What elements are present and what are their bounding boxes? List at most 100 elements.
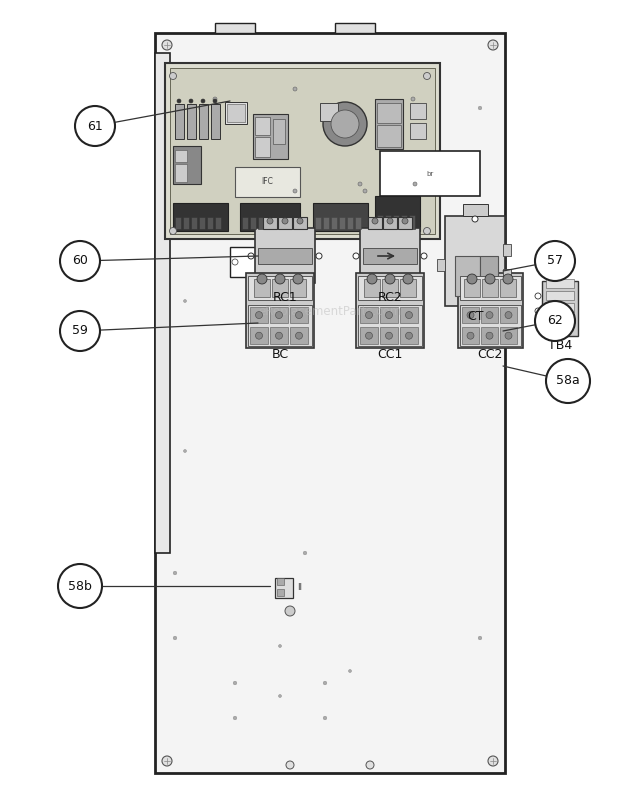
Bar (175, 217, 181, 229)
Bar (199, 217, 205, 229)
Bar (445, 216, 505, 306)
Bar (377, 215, 383, 229)
Circle shape (293, 87, 297, 91)
Circle shape (303, 551, 307, 555)
Bar (274, 217, 280, 229)
Bar (215, 23, 255, 33)
Bar (272, 279, 288, 297)
Circle shape (535, 301, 575, 341)
Circle shape (297, 218, 303, 224)
Bar (275, 578, 293, 598)
Bar (463, 204, 488, 216)
Circle shape (323, 102, 367, 146)
Bar (410, 103, 426, 119)
Circle shape (405, 312, 412, 319)
Bar (368, 217, 382, 229)
Bar (215, 217, 221, 229)
Bar (360, 228, 420, 283)
Bar (339, 217, 345, 229)
Text: CC1: CC1 (378, 348, 402, 361)
Text: IFC: IFC (261, 178, 273, 187)
Circle shape (293, 274, 303, 284)
Bar (500, 307, 517, 324)
Bar (320, 103, 338, 121)
Circle shape (233, 681, 237, 685)
Circle shape (486, 312, 493, 319)
Bar (155, 33, 505, 773)
Bar (364, 279, 380, 297)
Text: IFC: IFC (256, 257, 268, 267)
Circle shape (535, 293, 541, 299)
Circle shape (423, 227, 430, 235)
Bar (400, 307, 418, 324)
Circle shape (467, 274, 477, 284)
Bar (455, 256, 480, 296)
Bar (464, 279, 480, 297)
Circle shape (467, 312, 474, 319)
Bar (175, 104, 184, 139)
Circle shape (467, 332, 474, 339)
Circle shape (286, 761, 294, 769)
Circle shape (278, 645, 281, 647)
Bar (290, 328, 308, 344)
Circle shape (411, 97, 415, 101)
Bar (248, 304, 312, 346)
Bar (255, 137, 270, 157)
Circle shape (421, 253, 427, 259)
Circle shape (423, 73, 430, 79)
Circle shape (278, 694, 281, 698)
Bar (363, 248, 417, 264)
Bar (335, 23, 375, 33)
Circle shape (358, 182, 362, 186)
Bar (358, 276, 422, 300)
Bar (393, 215, 399, 229)
Bar (266, 217, 272, 229)
Bar (385, 215, 391, 229)
Circle shape (505, 312, 512, 319)
Circle shape (169, 227, 177, 235)
Bar (410, 123, 426, 139)
Text: 60: 60 (72, 255, 88, 268)
Bar (460, 276, 521, 300)
Bar (356, 273, 424, 348)
Bar (480, 256, 498, 296)
Circle shape (546, 359, 590, 403)
Circle shape (184, 449, 187, 453)
Bar (401, 215, 407, 229)
Circle shape (275, 332, 283, 339)
Circle shape (162, 40, 172, 50)
Bar (409, 215, 415, 229)
Circle shape (363, 189, 367, 193)
Circle shape (323, 681, 327, 685)
Bar (290, 279, 306, 297)
Bar (503, 269, 511, 281)
Bar (375, 99, 403, 149)
Circle shape (366, 761, 374, 769)
Bar (462, 328, 479, 344)
Bar (400, 279, 416, 297)
Circle shape (296, 312, 303, 319)
Circle shape (385, 274, 395, 284)
Bar (503, 244, 511, 256)
Circle shape (248, 253, 254, 259)
Bar (250, 217, 256, 229)
Text: 61: 61 (87, 119, 103, 132)
Circle shape (366, 312, 373, 319)
Text: BC: BC (272, 348, 288, 361)
Bar (199, 104, 208, 139)
Bar (173, 146, 201, 184)
Circle shape (213, 97, 217, 101)
Bar (183, 217, 189, 229)
Circle shape (503, 274, 513, 284)
Bar (458, 273, 523, 348)
Text: 62: 62 (547, 315, 563, 328)
Circle shape (60, 311, 100, 351)
Bar (546, 279, 574, 288)
Circle shape (316, 253, 322, 259)
Bar (377, 125, 401, 147)
Bar (255, 228, 315, 283)
Bar (331, 217, 337, 229)
Text: 59: 59 (72, 324, 88, 337)
Circle shape (485, 274, 495, 284)
Circle shape (255, 312, 262, 319)
